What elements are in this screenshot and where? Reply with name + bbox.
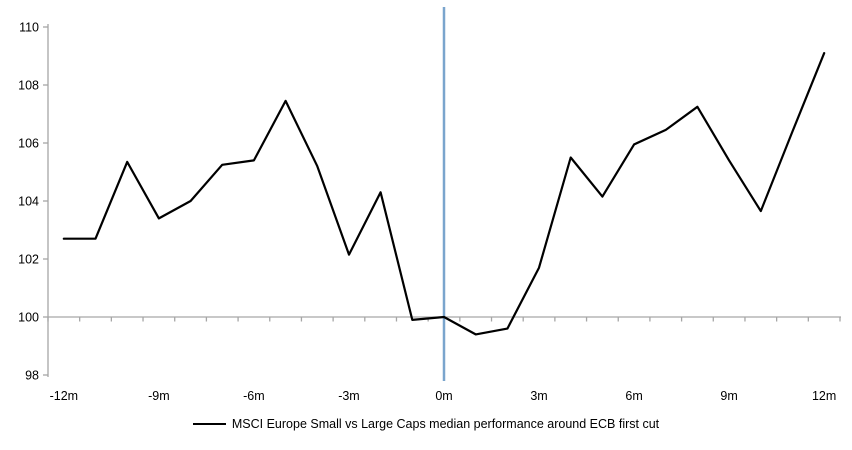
- y-axis-tick-label: 100: [18, 311, 39, 325]
- x-axis-tick-label: 6m: [625, 389, 642, 403]
- y-axis-tick-label: 106: [18, 137, 39, 151]
- y-axis-tick-label: 102: [18, 253, 39, 267]
- x-axis-tick-label: 12m: [812, 389, 836, 403]
- x-axis-tick-label: -3m: [338, 389, 360, 403]
- y-axis-tick-label: 108: [18, 79, 39, 93]
- x-axis-tick-label: -9m: [148, 389, 170, 403]
- y-axis-tick-label: 110: [19, 21, 39, 35]
- legend: MSCI Europe Small vs Large Caps median p…: [0, 417, 852, 431]
- y-axis-tick-label: 98: [25, 369, 39, 383]
- x-axis-tick-label: 0m: [435, 389, 452, 403]
- x-axis-tick-label: -6m: [243, 389, 265, 403]
- series-line: [62, 51, 826, 336]
- x-axis-tick-label: 3m: [530, 389, 547, 403]
- legend-label: MSCI Europe Small vs Large Caps median p…: [231, 417, 660, 431]
- y-axis-tick-label: 104: [18, 195, 39, 209]
- legend-line-sample-icon: [192, 423, 226, 425]
- x-axis-tick-label: 9m: [720, 389, 737, 403]
- x-axis-tick-label: -12m: [50, 389, 78, 403]
